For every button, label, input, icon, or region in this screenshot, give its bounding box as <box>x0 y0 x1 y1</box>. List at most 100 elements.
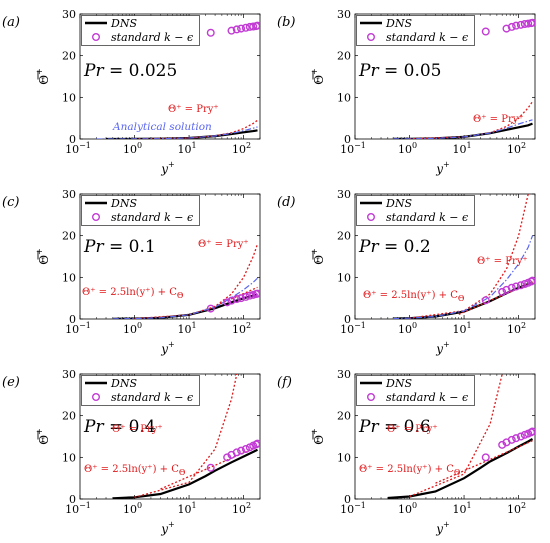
linear-law-annotation: Θ⁺ = Pry⁺ <box>112 424 163 435</box>
log-law-annotation: Θ⁺ = 2.5ln(y⁺) + CΘ <box>84 464 186 477</box>
log-law-annotation: Θ⁺ = 2.5ln(y⁺) + CΘ <box>82 287 184 300</box>
x-tick-label: 102 <box>232 501 251 516</box>
log-law-annotation: Θ⁺ = 2.5ln(y⁺) + CΘ <box>363 290 465 303</box>
y-tick-label: 30 <box>337 368 351 381</box>
plot-area <box>393 18 535 139</box>
prandtl-label: Pr = 0.025 <box>83 61 177 81</box>
rans-marker <box>206 304 215 313</box>
legend-rans-swatch <box>91 212 100 221</box>
y-tick-label: 10 <box>62 451 76 464</box>
y-tick-label: 0 <box>69 313 76 326</box>
panel-label: (e) <box>2 375 20 390</box>
plot-area <box>393 194 535 319</box>
rans-marker <box>528 276 535 285</box>
y-tick-label: 0 <box>344 133 351 146</box>
x-tick-label: 10−1 <box>340 141 366 156</box>
y-tick-label: 30 <box>62 368 76 381</box>
y-tick-label: 0 <box>69 133 76 146</box>
linear-law-annotation: Θ⁺ = Pry⁺ <box>387 424 438 435</box>
y-tick-label: 20 <box>62 50 76 63</box>
y-tick-label: 30 <box>62 8 76 21</box>
legend-rans-label: standard k − ϵ <box>111 31 193 44</box>
rans-marker <box>507 22 516 31</box>
legend-dns-label: DNS <box>110 197 137 210</box>
y-tick-label: 0 <box>344 493 351 506</box>
y-tick-label: 30 <box>62 188 76 201</box>
prandtl-label: Pr = 0.6 <box>358 417 431 437</box>
rans-marker <box>232 448 241 457</box>
x-tick-label: 101 <box>453 501 472 516</box>
plot-area <box>112 374 260 499</box>
x-tick-label: 102 <box>507 141 526 156</box>
legend-rans-swatch <box>91 33 100 42</box>
prandtl-label: Pr = 0.1 <box>83 237 156 257</box>
rans-marker <box>507 435 516 444</box>
rans-marker <box>232 25 241 34</box>
dns-line <box>387 438 534 499</box>
y-tick-label: 0 <box>69 493 76 506</box>
rans-marker <box>516 20 525 29</box>
rans-marker <box>502 24 511 33</box>
y-axis-label: Θ+ <box>310 428 326 445</box>
analytical-solution-line <box>393 119 533 139</box>
linear-law-line <box>134 374 238 498</box>
linear-law-line <box>409 374 503 498</box>
legend-dns-label: DNS <box>110 17 137 30</box>
log-law-line <box>435 440 533 484</box>
rans-marker <box>227 26 236 35</box>
plot-area <box>387 374 535 499</box>
x-tick-label: 101 <box>453 321 472 336</box>
legend-rans-swatch <box>367 212 376 221</box>
x-tick-label: 102 <box>507 321 526 336</box>
legend-box <box>81 375 200 406</box>
y-axis-label: Θ+ <box>35 428 51 445</box>
analytical-solution-line <box>112 277 258 319</box>
x-tick-label: 10−1 <box>65 321 91 336</box>
rans-marker <box>241 23 250 32</box>
x-axis-label: y+ <box>160 520 174 536</box>
prandtl-label: Pr = 0.05 <box>358 61 441 81</box>
legend-box <box>356 195 475 226</box>
panel-label: (f) <box>277 375 292 390</box>
rans-marker <box>253 289 260 298</box>
rans-marker <box>253 439 260 448</box>
log-law-line <box>205 286 258 311</box>
log-law-line <box>160 445 258 490</box>
x-tick-label: 100 <box>398 141 417 156</box>
legend-box <box>81 195 200 226</box>
x-tick-label: 100 <box>123 321 142 336</box>
y-tick-label: 10 <box>337 271 351 284</box>
rans-marker <box>481 296 490 305</box>
rans-marker <box>528 18 535 27</box>
rans-marker <box>223 298 232 307</box>
rans-marker <box>481 453 490 462</box>
rans-marker <box>249 22 258 31</box>
x-tick-label: 10−1 <box>65 141 91 156</box>
rans-marker <box>241 292 250 301</box>
rans-marker <box>232 295 241 304</box>
y-tick-label: 30 <box>337 188 351 201</box>
legend-rans-label: standard k − ϵ <box>386 31 468 44</box>
legend-rans-label: standard k − ϵ <box>111 211 193 224</box>
analytical-solution-line <box>393 235 534 319</box>
rans-marker <box>253 21 260 30</box>
rans-marker <box>528 427 535 436</box>
y-axis-label: Θ+ <box>310 68 326 85</box>
y-tick-label: 10 <box>337 91 351 104</box>
x-tick-label: 100 <box>398 321 417 336</box>
panel-label: (b) <box>277 15 295 30</box>
legend-rans-swatch <box>367 33 376 42</box>
legend-rans-label: standard k − ϵ <box>386 211 468 224</box>
rans-marker <box>481 27 490 36</box>
legend-rans-label: standard k − ϵ <box>111 391 193 404</box>
legend-box <box>356 15 475 46</box>
panel-label: (c) <box>2 195 19 210</box>
